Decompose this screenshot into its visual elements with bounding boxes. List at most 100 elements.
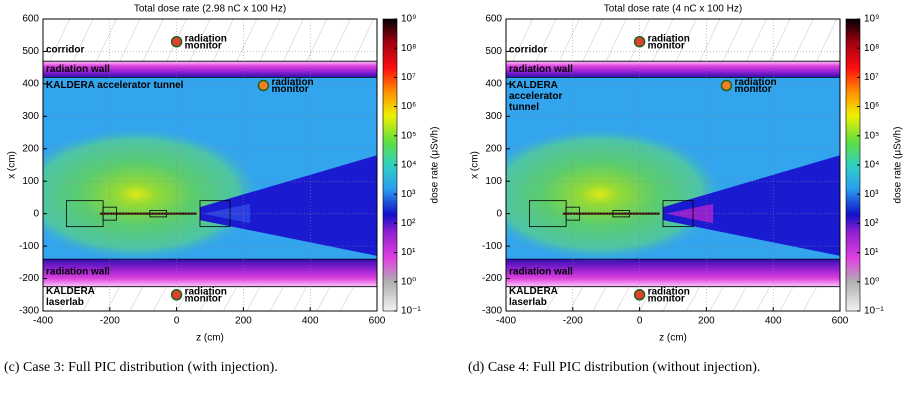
- scatter-trace: [746, 19, 767, 62]
- scatter-trace: [506, 286, 513, 300]
- region: [43, 61, 377, 78]
- x-tick-label: -400: [496, 316, 516, 327]
- dose-blob: [506, 126, 727, 263]
- x-tick-label: 400: [302, 316, 319, 327]
- colorbar-tick-label: 10⁰: [401, 276, 416, 287]
- scatter-trace: [512, 19, 533, 62]
- scatter-trace: [72, 19, 94, 62]
- colorbar-tick-label: 10⁴: [864, 160, 879, 171]
- scatter-trace: [119, 19, 141, 62]
- scatter-trace: [686, 286, 700, 311]
- colorbar-tick-label: 10¹: [864, 247, 879, 258]
- colorbar-tick-label: 10⁻¹: [864, 306, 884, 317]
- scatter-trace: [339, 286, 354, 311]
- scatter-trace: [699, 19, 721, 62]
- y-tick-label: -300: [19, 306, 39, 317]
- colorbar-tick-label: 10⁹: [864, 14, 879, 25]
- scatter-trace: [293, 286, 308, 311]
- annotation: monitor: [271, 84, 308, 95]
- plot-frame: [505, 18, 841, 312]
- annotation: laserlab: [509, 297, 547, 308]
- monitor-marker: [170, 289, 183, 301]
- scatter-trace: [522, 286, 537, 311]
- scatter-trace: [142, 19, 164, 62]
- colorbar-tick-label: 10⁵: [864, 130, 879, 141]
- plot-area: [43, 19, 377, 311]
- y-axis-label: x (cm): [7, 151, 18, 179]
- annotation: laserlab: [46, 297, 84, 308]
- colorbar-tick-label: 10⁹: [401, 14, 416, 25]
- annotation: radiation: [648, 286, 690, 297]
- colorbar-tick-label: 10⁴: [401, 160, 416, 171]
- scatter-trace: [676, 19, 697, 62]
- annotation: radiation: [734, 77, 776, 88]
- region: [506, 259, 840, 287]
- colorbar-tick-label: 10³: [401, 189, 416, 200]
- y-tick-label: 300: [485, 111, 502, 122]
- colorbar-tick-label: 10⁷: [401, 72, 416, 83]
- monitor-marker: [170, 35, 183, 48]
- colorbar-tick-label: 10⁶: [864, 101, 879, 112]
- dose-cone: [662, 155, 840, 256]
- region: [506, 61, 840, 78]
- x-tick-label: 600: [369, 316, 386, 327]
- y-tick-label: 300: [22, 111, 39, 122]
- scatter-trace: [269, 286, 284, 311]
- annotation: monitor: [648, 40, 685, 51]
- annotation: KALDERA: [46, 286, 95, 297]
- scatter-trace: [769, 19, 791, 62]
- monitor-marker: [633, 35, 646, 48]
- scatter-trace: [329, 19, 351, 62]
- scatter-trace: [82, 286, 97, 311]
- y-tick-label: -300: [482, 306, 502, 317]
- annotation: radiation wall: [509, 64, 573, 75]
- scatter-trace: [652, 19, 674, 62]
- scatter-trace: [779, 286, 794, 311]
- y-tick-label: 400: [22, 79, 39, 90]
- scatter-trace: [189, 19, 211, 62]
- colorbar-tick-label: 10⁶: [401, 101, 416, 112]
- monitor-marker: [257, 79, 270, 92]
- scatter-trace: [709, 286, 724, 311]
- region: [43, 259, 377, 287]
- plot-frame: [42, 18, 378, 312]
- colorbar-tick-label: 10³: [864, 189, 879, 200]
- colorbar-label: dose rate (μSv/h): [430, 127, 441, 204]
- colorbar-tick-label: 10⁵: [401, 130, 416, 141]
- monitor-marker: [720, 79, 733, 92]
- scatter-trace: [535, 19, 557, 62]
- scatter-trace: [792, 19, 814, 62]
- scatter-trace: [353, 19, 374, 62]
- dose-blob: [43, 126, 264, 263]
- scatter-trace: [559, 19, 580, 62]
- annotation: radiation wall: [509, 267, 573, 278]
- scatter-trace: [569, 286, 584, 311]
- y-tick-label: -200: [19, 273, 39, 284]
- scatter-trace: [592, 286, 607, 311]
- annotation: monitor: [734, 84, 771, 95]
- y-axis-label: x (cm): [470, 151, 481, 179]
- annotation: KALDERA: [509, 80, 558, 91]
- scatter-trace: [106, 286, 121, 311]
- scatter-trace: [213, 19, 234, 62]
- x-axis-label: z (cm): [196, 333, 224, 344]
- chart-title: Total dose rate (4 nC x 100 Hz): [604, 4, 742, 15]
- y-tick-label: 200: [22, 143, 39, 154]
- colorbar-tick-label: 10⁻¹: [401, 306, 421, 317]
- annotation: corridor: [46, 44, 84, 55]
- annotation: radiation wall: [46, 64, 110, 75]
- scatter-trace: [246, 286, 261, 311]
- scatter-trace: [316, 286, 331, 311]
- y-tick-label: 0: [33, 208, 39, 219]
- x-tick-label: 0: [637, 316, 643, 327]
- scatter-trace: [59, 286, 74, 311]
- scatter-trace: [49, 19, 70, 62]
- annotation: radiation wall: [46, 267, 110, 278]
- annotation: radiation: [185, 33, 227, 44]
- scatter-trace: [152, 286, 167, 311]
- scatter-trace: [605, 19, 627, 62]
- y-tick-label: 100: [485, 176, 502, 187]
- colorbar-label: dose rate (μSv/h): [893, 127, 904, 204]
- colorbar-tick-label: 10²: [401, 218, 416, 229]
- scatter-trace: [615, 286, 630, 311]
